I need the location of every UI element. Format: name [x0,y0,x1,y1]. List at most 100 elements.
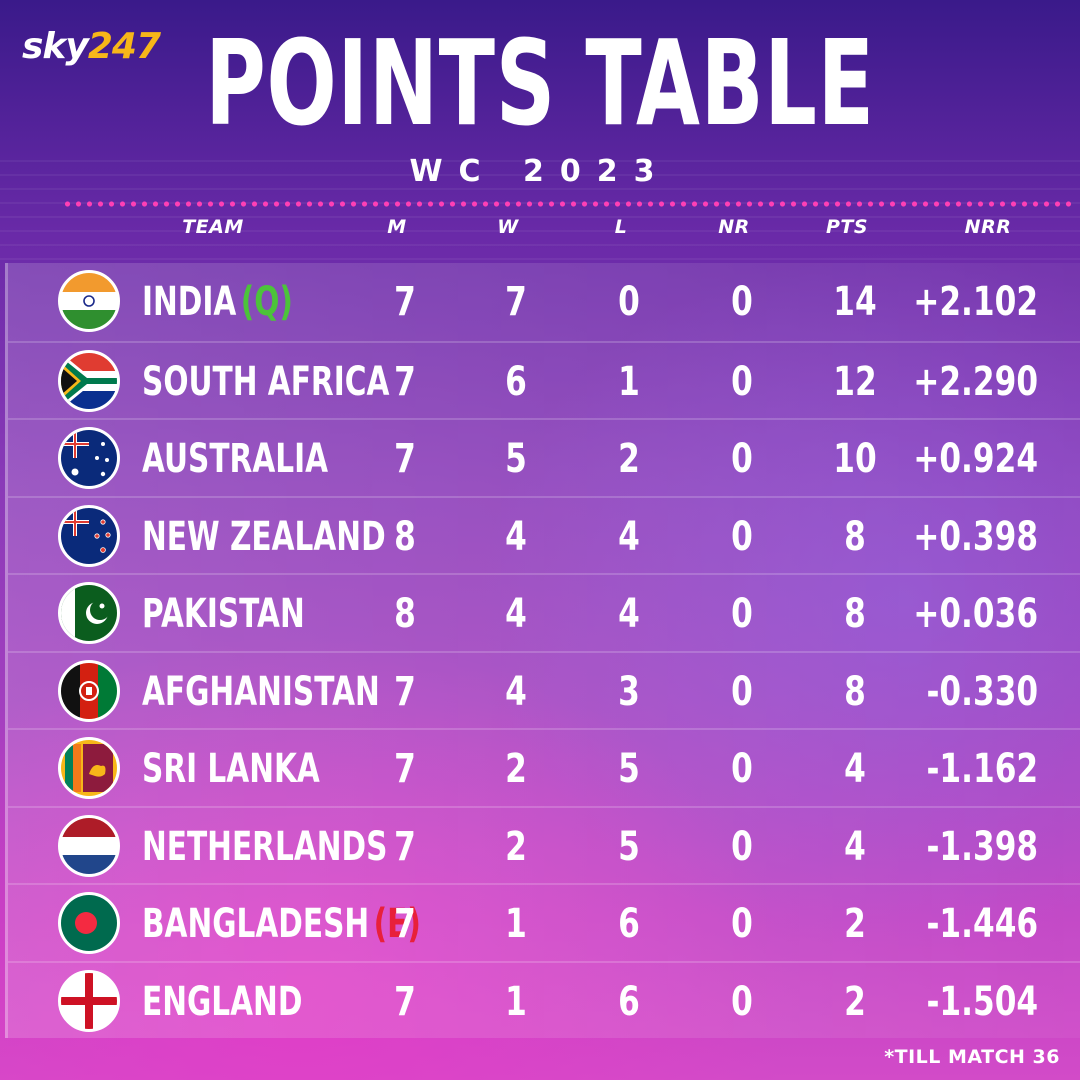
no-result-cell: 0 [731,823,753,870]
losses-cell: 5 [618,746,640,792]
points-cell: 2 [844,901,866,947]
table-row: NEW ZEALAND 8 4 4 0 8 +0.398 [8,495,1080,574]
net-run-rate-cell: -1.504 [926,978,1038,1025]
sri-lanka-flag-icon [58,737,120,799]
matches-cell: 7 [394,436,416,482]
footnote: *TILL MATCH 36 [884,1046,1060,1068]
header-losses: L [614,216,628,238]
no-result-cell: 0 [731,668,753,715]
no-result-cell: 0 [731,591,753,637]
header-net-run-rate: NRR [964,216,1012,238]
header-team: TEAM [182,216,244,238]
table-row: SOUTH AFRICA 7 6 1 0 12 +2.290 [8,340,1080,419]
pakistan-flag-icon [58,582,120,644]
no-result-cell: 0 [731,901,753,947]
points-cell: 14 [833,279,877,325]
matches-cell: 7 [394,978,416,1025]
no-result-cell: 0 [731,746,753,792]
net-run-rate-cell: -0.330 [926,668,1038,715]
header-wins: W [497,216,519,238]
matches-cell: 7 [394,279,416,325]
points-cell: 8 [844,513,866,560]
team-name: AUSTRALIA [142,436,329,482]
net-run-rate-cell: +0.398 [913,513,1038,560]
wins-cell: 6 [505,358,527,405]
net-run-rate-cell: +2.102 [913,279,1038,325]
team-name: SRI LANKA [142,746,320,792]
wins-cell: 1 [505,978,527,1025]
wins-cell: 7 [505,279,527,325]
wins-cell: 2 [505,746,527,792]
australia-flag-icon [58,427,120,489]
afghanistan-flag-icon [58,659,120,722]
matches-cell: 8 [394,591,416,637]
table-row: NETHERLANDS 7 2 5 0 4 -1.398 [8,805,1080,884]
matches-cell: 7 [394,823,416,870]
points-cell: 8 [844,668,866,715]
team-name: ENGLAND [142,978,303,1025]
losses-cell: 4 [618,513,640,560]
matches-cell: 8 [394,513,416,560]
wins-cell: 4 [505,591,527,637]
qualified-badge: (Q) [240,279,293,325]
matches-cell: 7 [394,746,416,792]
south-africa-flag-icon [58,349,120,412]
table-header: TEAM M W L NR PTS NRR [0,216,1080,246]
eliminated-badge: (E) [373,901,421,947]
india-flag-icon [58,270,120,332]
wins-cell: 1 [505,901,527,947]
england-flag-icon [58,969,120,1032]
wins-cell: 4 [505,668,527,715]
team-name: SOUTH AFRICA [142,358,390,405]
page-title: POINTS TABLE [205,14,875,152]
points-cell: 4 [844,823,866,870]
team-name: INDIA (Q) [142,279,293,325]
table-row: INDIA (Q) 7 7 0 0 14 +2.102 [8,263,1080,341]
net-run-rate-cell: +0.924 [913,436,1038,482]
losses-cell: 0 [618,279,640,325]
team-name: NEW ZEALAND [142,513,386,560]
page-subtitle: WC 2023 [409,154,671,189]
net-run-rate-cell: -1.398 [926,823,1038,870]
table-row: BANGLADESH (E) 7 1 6 0 2 -1.446 [8,883,1080,961]
bangladesh-flag-icon [58,892,120,954]
points-cell: 8 [844,591,866,637]
no-result-cell: 0 [731,436,753,482]
netherlands-flag-icon [58,814,120,877]
net-run-rate-cell: +0.036 [913,591,1038,637]
no-result-cell: 0 [731,513,753,560]
standings-table: INDIA (Q) 7 7 0 0 14 +2.102 SOUTH AFRICA 7 6 1 0 12 +2… [5,263,1080,1038]
losses-cell: 2 [618,436,640,482]
points-cell: 2 [844,978,866,1025]
points-cell: 12 [833,358,877,405]
table-row: ENGLAND 7 1 6 0 2 -1.504 [8,960,1080,1039]
no-result-cell: 0 [731,279,753,325]
header-matches: M [387,216,407,238]
losses-cell: 5 [618,823,640,870]
table-row: SRI LANKA 7 2 5 0 4 -1.162 [8,728,1080,806]
matches-cell: 7 [394,668,416,715]
wins-cell: 5 [505,436,527,482]
table-row: AUSTRALIA 7 5 2 0 10 +0.924 [8,418,1080,496]
dotted-divider [62,200,1072,208]
no-result-cell: 0 [731,978,753,1025]
net-run-rate-cell: +2.290 [913,358,1038,405]
team-name: PAKISTAN [142,591,305,637]
table-row: PAKISTAN 8 4 4 0 8 +0.036 [8,573,1080,651]
net-run-rate-cell: -1.162 [926,746,1038,792]
losses-cell: 6 [618,901,640,947]
no-result-cell: 0 [731,358,753,405]
losses-cell: 3 [618,668,640,715]
header-no-result: NR [718,216,750,238]
header-points: PTS [825,216,869,238]
matches-cell: 7 [394,358,416,405]
sky247-logo: sky247 [22,26,161,67]
wins-cell: 4 [505,513,527,560]
team-name: NETHERLANDS [142,823,388,870]
losses-cell: 1 [618,358,640,405]
stadium-background [0,160,1080,270]
team-name: AFGHANISTAN [142,668,380,715]
matches-cell: 7 [394,901,416,947]
table-row: AFGHANISTAN 7 4 3 0 8 -0.330 [8,650,1080,729]
